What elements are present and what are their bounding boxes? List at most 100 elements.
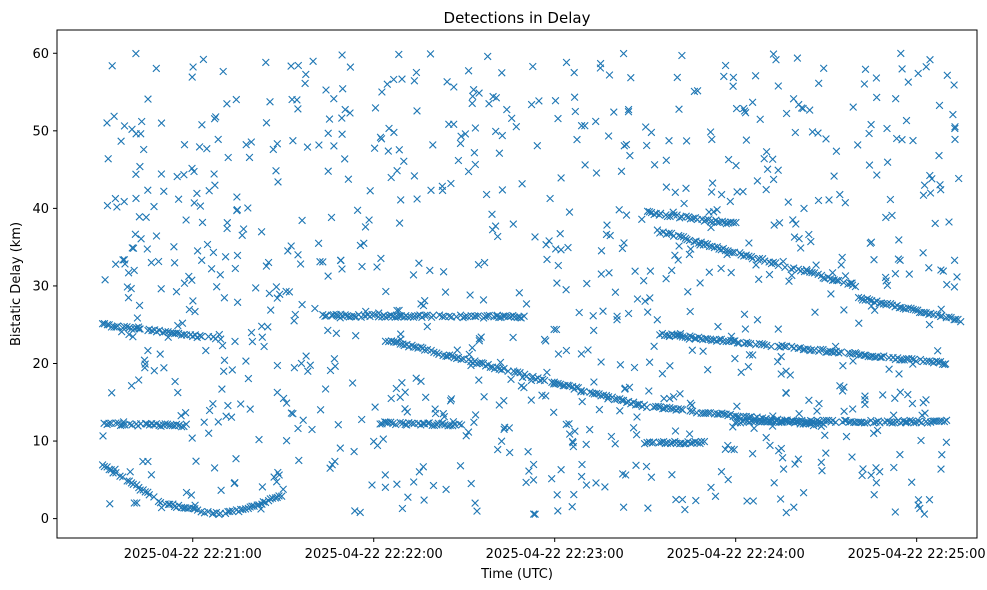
data-point bbox=[420, 496, 428, 504]
data-point bbox=[360, 239, 368, 248]
data-point bbox=[677, 232, 685, 241]
data-point bbox=[920, 308, 928, 317]
data-point bbox=[189, 63, 197, 71]
data-point bbox=[120, 122, 129, 130]
data-point bbox=[775, 418, 783, 427]
data-point bbox=[396, 196, 405, 204]
data-point bbox=[379, 435, 388, 443]
data-point bbox=[728, 248, 737, 257]
data-point bbox=[691, 437, 699, 446]
data-point bbox=[101, 276, 109, 284]
data-point bbox=[825, 196, 833, 204]
data-point bbox=[690, 87, 699, 96]
data-point bbox=[737, 368, 745, 377]
data-point bbox=[642, 462, 651, 471]
data-point bbox=[111, 194, 120, 203]
data-point bbox=[702, 216, 710, 224]
data-point bbox=[211, 181, 219, 189]
data-point bbox=[200, 418, 208, 426]
data-point bbox=[670, 211, 678, 219]
data-point bbox=[741, 108, 750, 117]
data-point bbox=[294, 251, 302, 259]
data-point bbox=[465, 350, 474, 359]
data-point bbox=[601, 483, 609, 491]
data-point bbox=[142, 213, 150, 222]
data-point bbox=[895, 236, 903, 244]
data-point bbox=[786, 417, 794, 426]
data-point bbox=[867, 302, 876, 310]
data-point bbox=[858, 296, 867, 304]
data-point bbox=[616, 407, 624, 415]
data-point bbox=[703, 335, 712, 343]
data-point bbox=[215, 330, 224, 339]
data-point bbox=[662, 156, 671, 165]
data-point bbox=[382, 287, 390, 296]
data-point bbox=[708, 179, 717, 187]
data-point bbox=[620, 239, 628, 247]
data-point bbox=[562, 346, 571, 355]
data-point bbox=[401, 405, 409, 413]
data-point bbox=[297, 359, 306, 368]
data-point bbox=[953, 273, 961, 281]
data-point bbox=[103, 201, 112, 210]
data-point bbox=[751, 72, 760, 80]
data-point bbox=[732, 161, 740, 170]
y-axis-label: Bistatic Delay (km) bbox=[9, 222, 24, 346]
data-point bbox=[853, 141, 862, 149]
data-point bbox=[615, 206, 623, 214]
data-point bbox=[111, 260, 120, 268]
data-point bbox=[849, 103, 857, 111]
data-point bbox=[750, 416, 758, 425]
data-point bbox=[314, 239, 323, 248]
data-point bbox=[642, 141, 651, 150]
data-point bbox=[395, 306, 403, 315]
data-point bbox=[190, 199, 199, 207]
data-point bbox=[509, 220, 518, 228]
data-point bbox=[937, 305, 945, 314]
data-point bbox=[582, 440, 590, 449]
data-point bbox=[911, 306, 920, 314]
data-point bbox=[777, 444, 786, 453]
data-point bbox=[144, 346, 152, 355]
data-point bbox=[877, 299, 885, 307]
data-point bbox=[155, 326, 164, 335]
data-point bbox=[641, 123, 650, 131]
data-point bbox=[325, 115, 334, 123]
data-point bbox=[157, 422, 165, 430]
data-point bbox=[763, 165, 772, 173]
data-point bbox=[710, 243, 719, 252]
data-point bbox=[191, 501, 199, 510]
data-point bbox=[542, 240, 550, 249]
data-point bbox=[387, 394, 395, 403]
data-point bbox=[729, 337, 737, 345]
data-point bbox=[908, 399, 917, 408]
data-point bbox=[543, 368, 551, 377]
data-point bbox=[257, 505, 265, 513]
data-point bbox=[143, 245, 152, 253]
data-point bbox=[577, 472, 586, 481]
data-point bbox=[139, 145, 148, 154]
data-point bbox=[708, 135, 716, 144]
data-point bbox=[471, 124, 480, 132]
data-point bbox=[808, 268, 816, 277]
data-point bbox=[131, 230, 140, 239]
data-point bbox=[130, 266, 138, 275]
data-point bbox=[404, 493, 412, 501]
data-point bbox=[717, 467, 726, 476]
data-point bbox=[471, 411, 480, 419]
data-point bbox=[919, 191, 928, 199]
data-point bbox=[473, 507, 481, 515]
y-tick-label: 0 bbox=[41, 512, 49, 527]
data-point bbox=[493, 445, 502, 454]
data-point bbox=[282, 287, 290, 296]
data-point bbox=[883, 281, 892, 290]
data-point bbox=[610, 108, 618, 116]
data-point bbox=[838, 253, 846, 262]
data-point bbox=[157, 119, 166, 127]
data-point bbox=[189, 297, 197, 305]
data-point bbox=[729, 218, 738, 227]
data-point bbox=[120, 256, 129, 264]
data-point bbox=[671, 251, 679, 260]
data-point bbox=[744, 362, 753, 371]
y-tick-label: 50 bbox=[32, 124, 49, 139]
